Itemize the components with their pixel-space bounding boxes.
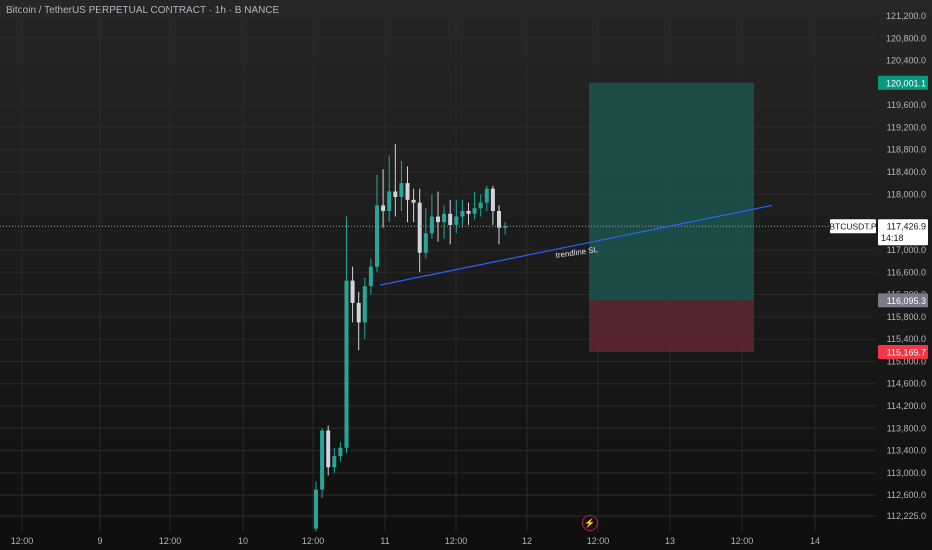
candle-body bbox=[466, 210, 471, 214]
candle-body bbox=[344, 280, 349, 448]
time-axis: 12:00 9 12:00 10 12:00 11 12:00 12 12:00 13 12:00 1… bbox=[11, 536, 820, 546]
price-tick: 121,200.0 bbox=[886, 11, 926, 21]
price-tick: 119,600.0 bbox=[887, 100, 926, 110]
time-tick: 9 bbox=[97, 536, 102, 546]
time-tick: 12:00 bbox=[731, 536, 754, 546]
price-tick: 114,600.0 bbox=[887, 379, 926, 389]
candle-body bbox=[381, 205, 386, 211]
price-tick: 118,000.0 bbox=[887, 189, 926, 199]
time-tick: 12:00 bbox=[445, 536, 468, 546]
price-labels: 120,001.1 116,095.3 115,169.7 117,426.914:1… bbox=[829, 75, 928, 359]
candle-body bbox=[497, 210, 501, 228]
symbol-label: BTCUSDT.P bbox=[829, 222, 877, 232]
candle-body bbox=[338, 447, 343, 457]
stop-loss-label: 115,169.7 bbox=[887, 347, 926, 357]
time-tick: 13 bbox=[665, 536, 675, 546]
price-tick: 115,000.0 bbox=[887, 356, 926, 366]
candle-body bbox=[399, 183, 404, 198]
stop-loss-label-bg bbox=[878, 344, 928, 359]
time-tick: 12 bbox=[522, 536, 532, 546]
entry-label-bg bbox=[878, 293, 928, 308]
candle-body bbox=[326, 430, 331, 468]
time-tick: 12:00 bbox=[159, 536, 182, 546]
candle-body bbox=[472, 208, 477, 214]
candle-body bbox=[442, 213, 447, 223]
price-tick: 117,000.0 bbox=[887, 245, 926, 255]
price-tick: 113,800.0 bbox=[887, 423, 926, 433]
price-axis: 121,200.0 120,800.0 120,400.0 119,600.0 119,… bbox=[886, 11, 926, 521]
candle-body bbox=[417, 202, 422, 253]
candle-body bbox=[423, 233, 428, 253]
lightning-icon[interactable]: ⚡ bbox=[582, 515, 598, 531]
price-tick: 118,800.0 bbox=[887, 145, 926, 155]
time-tick: 11 bbox=[380, 536, 389, 546]
candles bbox=[314, 144, 508, 532]
price-tick: 113,000.0 bbox=[887, 468, 926, 478]
price-tick: 115,800.0 bbox=[887, 312, 926, 322]
candle-body bbox=[405, 183, 410, 200]
time-tick: 12:00 bbox=[302, 536, 325, 546]
candle-body bbox=[350, 280, 355, 303]
candle-body bbox=[454, 216, 459, 225]
trendline bbox=[379, 204, 773, 286]
candle-body bbox=[362, 286, 367, 323]
take-profit-label-bg bbox=[878, 75, 928, 90]
price-tick: 116,600.0 bbox=[887, 267, 926, 277]
current-price-bg bbox=[878, 219, 928, 246]
candle-body bbox=[332, 456, 337, 468]
price-tick: 120,800.0 bbox=[886, 33, 926, 43]
price-tick: 115,400.0 bbox=[887, 334, 926, 344]
position-zones bbox=[589, 82, 754, 352]
price-tick: 112,600.0 bbox=[887, 490, 926, 500]
time-tick: 12:00 bbox=[587, 536, 610, 546]
candle-body bbox=[375, 205, 379, 267]
candle-body bbox=[490, 188, 495, 211]
countdown-label: 14:18 bbox=[881, 233, 904, 243]
time-tick: 14 bbox=[810, 536, 820, 546]
candle-body bbox=[314, 489, 318, 529]
price-tick: 119,200.0 bbox=[887, 122, 926, 132]
entry-label: 116,095.3 bbox=[887, 296, 926, 306]
price-tick: 114,200.0 bbox=[887, 401, 926, 411]
symbol-label-bg bbox=[830, 219, 876, 234]
candle-body bbox=[448, 213, 453, 225]
candle-body bbox=[503, 226, 508, 228]
candle-body bbox=[484, 188, 489, 203]
stop-loss-zone bbox=[589, 300, 754, 352]
candle-body bbox=[411, 199, 416, 203]
candle-body bbox=[393, 191, 398, 198]
take-profit-label: 120,001.1 bbox=[886, 78, 926, 88]
price-tick: 120,400.0 bbox=[886, 56, 926, 66]
candle-body bbox=[478, 202, 483, 209]
candle-body bbox=[460, 210, 465, 217]
price-tick: 113,400.0 bbox=[887, 446, 926, 456]
chart-title: Bitcoin / TetherUS PERPETUAL CONTRACT · … bbox=[6, 5, 280, 16]
candle-body bbox=[356, 302, 361, 323]
current-price-label: 117,426.9 bbox=[887, 222, 926, 232]
time-tick: 12:00 bbox=[11, 536, 34, 546]
time-tick: 10 bbox=[238, 536, 248, 546]
candle-body bbox=[387, 191, 392, 211]
candle-body bbox=[436, 216, 440, 223]
take-profit-zone bbox=[589, 82, 754, 301]
candle-body bbox=[320, 430, 325, 490]
candle-body bbox=[429, 216, 434, 234]
candle-body bbox=[368, 266, 373, 287]
grid bbox=[0, 0, 876, 532]
price-tick: 118,400.0 bbox=[887, 167, 926, 177]
price-tick: 112,225.0 bbox=[887, 511, 926, 521]
